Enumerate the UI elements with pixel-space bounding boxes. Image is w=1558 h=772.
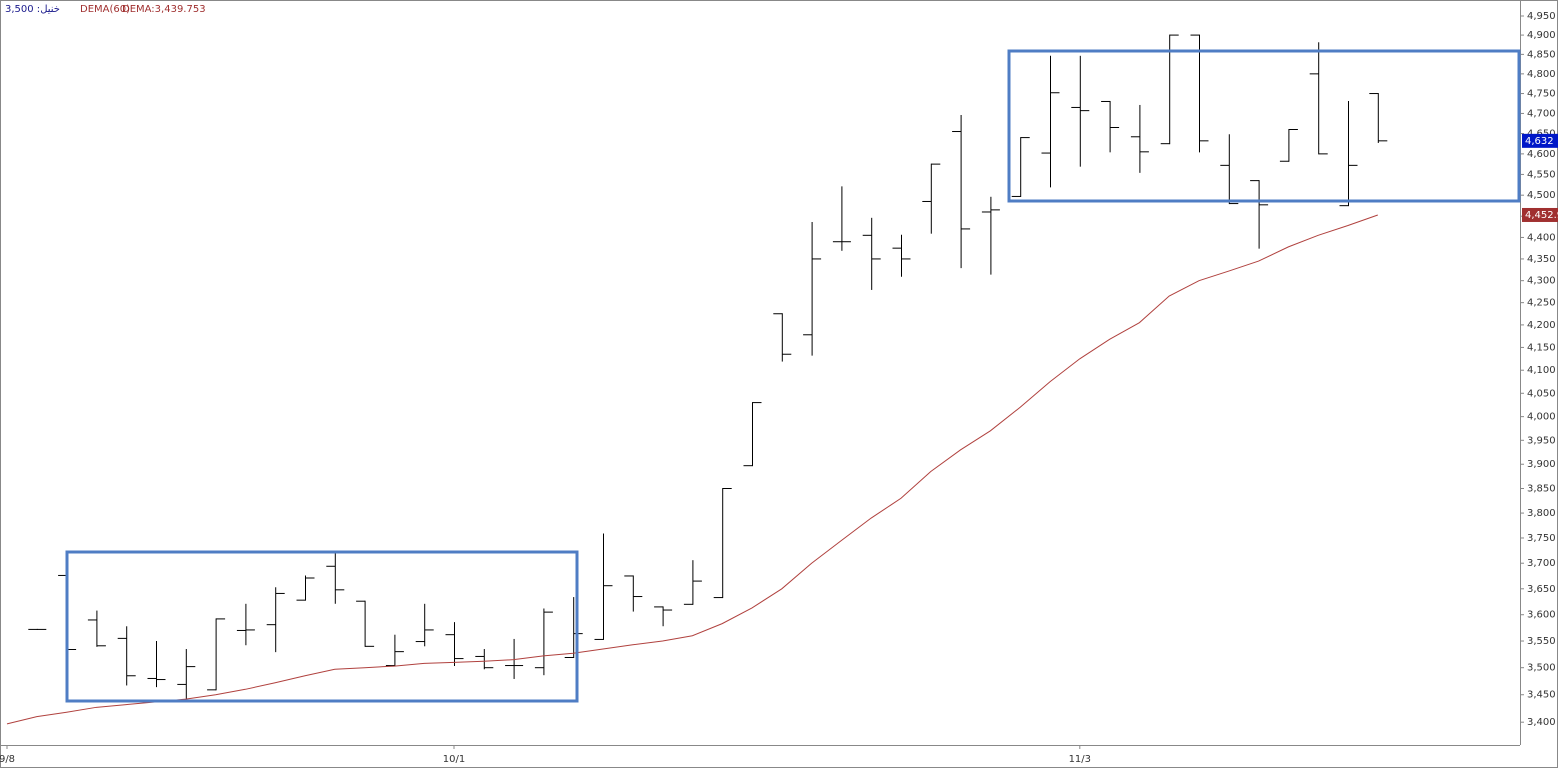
y-tick-label: 3,900 [1527,459,1556,470]
y-tick-label: 3,600 [1527,610,1556,621]
y-tick-label: 4,000 [1527,412,1556,423]
y-tick-label: 3,700 [1527,558,1556,569]
x-tick-label: 10/1 [443,754,465,765]
highlight-box [65,550,579,703]
y-tick-label: 4,950 [1527,11,1556,22]
y-tick-label: 4,100 [1527,365,1556,376]
indicator-readout: DEMA:3,439.753 [122,4,206,15]
last-value-box [1522,133,1558,148]
y-tick-label: 4,900 [1527,30,1556,41]
y-tick-label: 3,650 [1527,584,1556,595]
y-tick-label: 4,150 [1527,342,1556,353]
y-tick-label: 4,800 [1527,69,1556,80]
legend-entry: DEMA(60) [80,4,130,15]
y-tick-label: 4,700 [1527,108,1556,119]
y-tick-label: 4,050 [1527,388,1556,399]
y-tick-label: 3,500 [1527,663,1556,674]
last-value-label: 4,452.9 [1525,210,1558,221]
plot: 3,400 3,450 3,500 3,550 3,600 3,650 3,700 3,750… [0,11,1558,765]
last-value-box [1522,207,1558,222]
y-tick-label: 3,850 [1527,483,1556,494]
y-tick-label: 3,950 [1527,435,1556,446]
y-tick-label: 4,400 [1527,232,1556,243]
y-tick-label: 4,550 [1527,169,1556,180]
y-tick-label: 3,750 [1527,533,1556,544]
last-value-label: 4,632 [1525,136,1554,147]
y-tick-label: 4,750 [1527,89,1556,100]
y-tick-label: 3,550 [1527,636,1556,647]
x-tick-label: 9/8 [0,754,15,765]
y-tick-label: 4,500 [1527,190,1556,201]
y-tick-label: 4,300 [1527,276,1556,287]
header: 3,500 :خنیل [5,4,60,15]
y-tick-label: 4,600 [1527,149,1556,160]
highlight-box [1007,49,1521,203]
y-tick-label: 4,200 [1527,320,1556,331]
y-tick-label: 4,850 [1527,49,1556,60]
y-tick-label: 4,350 [1527,254,1556,265]
y-tick-label: 3,450 [1527,690,1556,701]
x-tick-label: 11/3 [1069,754,1091,765]
indicator-line [6,214,1378,725]
y-tick-label: 4,250 [1527,298,1556,309]
y-tick-label: 3,800 [1527,508,1556,519]
y-tick-label: 3,400 [1527,717,1556,728]
